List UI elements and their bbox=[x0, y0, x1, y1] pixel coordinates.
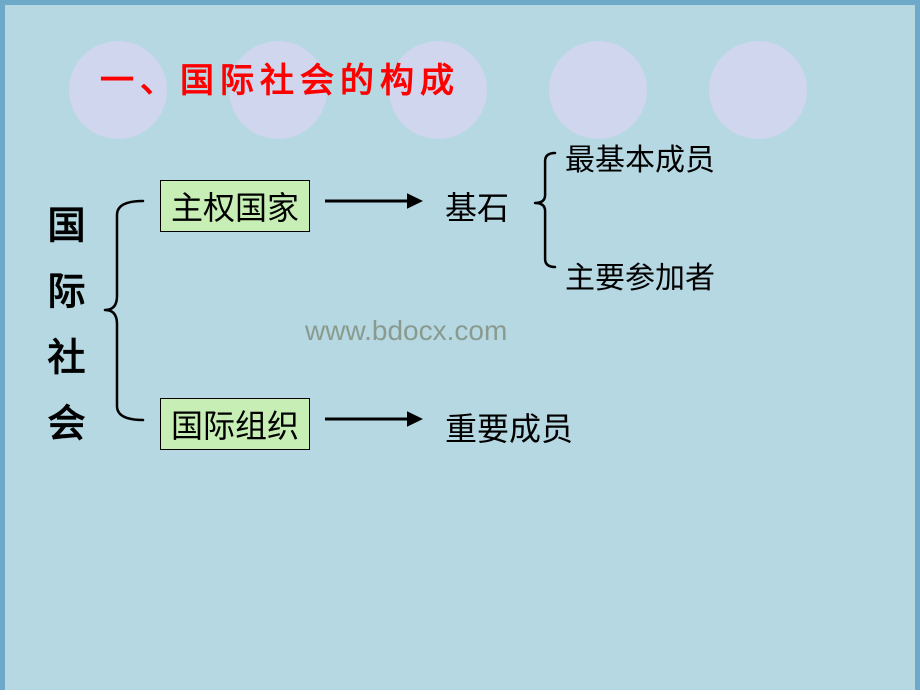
connectors bbox=[5, 5, 920, 695]
slide: 一、国际社会的构成 国际社会 主权国家 国际组织 基石 重要成员 最基本成员 主… bbox=[0, 0, 920, 690]
